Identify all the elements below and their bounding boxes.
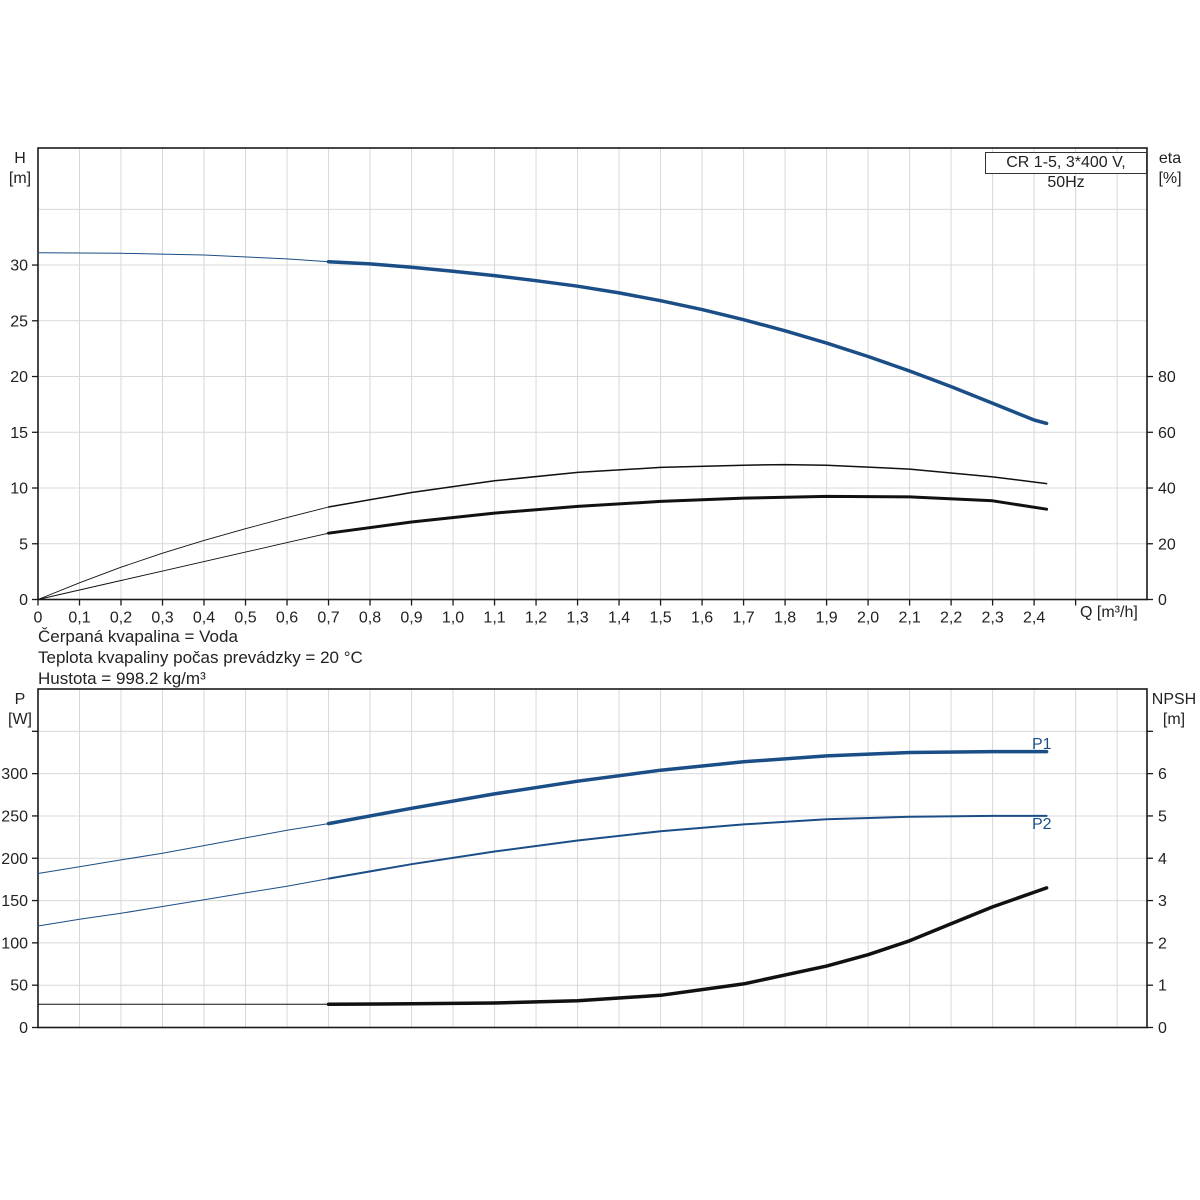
svg-text:40: 40 bbox=[1158, 481, 1176, 498]
svg-text:1,1: 1,1 bbox=[483, 610, 505, 627]
svg-text:1,4: 1,4 bbox=[608, 610, 630, 627]
svg-text:1,0: 1,0 bbox=[442, 610, 464, 627]
svg-text:2,2: 2,2 bbox=[940, 610, 962, 627]
svg-text:0,2: 0,2 bbox=[110, 610, 132, 627]
svg-text:100: 100 bbox=[1, 935, 28, 952]
svg-text:5: 5 bbox=[1158, 808, 1167, 825]
svg-text:0,1: 0,1 bbox=[68, 610, 90, 627]
flow-axis-label: Q [m³/h] bbox=[1080, 604, 1138, 621]
svg-text:0,7: 0,7 bbox=[317, 610, 339, 627]
svg-text:25: 25 bbox=[10, 313, 28, 330]
svg-text:2,0: 2,0 bbox=[857, 610, 879, 627]
annotation-density: Hustota = 998.2 kg/m³ bbox=[38, 669, 206, 688]
svg-text:30: 30 bbox=[10, 258, 28, 275]
svg-text:1,6: 1,6 bbox=[691, 610, 713, 627]
pump-head-efficiency-chart: 0 0,1 0,2 0,3 0,4 0,5 0,6 0,7 0,8 0,9 1,0 1,1 1,2 1,3… bbox=[10, 147, 1176, 627]
svg-text:150: 150 bbox=[1, 893, 28, 910]
svg-text:1: 1 bbox=[1158, 978, 1167, 995]
svg-text:3: 3 bbox=[1158, 893, 1167, 910]
svg-text:0: 0 bbox=[1158, 592, 1167, 609]
svg-text:200: 200 bbox=[1, 851, 28, 868]
svg-text:1,3: 1,3 bbox=[566, 610, 588, 627]
svg-text:0: 0 bbox=[1158, 1020, 1167, 1037]
svg-text:2,4: 2,4 bbox=[1023, 610, 1045, 627]
svg-text:6: 6 bbox=[1158, 766, 1167, 783]
svg-text:80: 80 bbox=[1158, 369, 1176, 386]
svg-text:1,9: 1,9 bbox=[815, 610, 837, 627]
head-axis-label: H [m] bbox=[8, 150, 32, 187]
eta-axis-label: eta [%] bbox=[1158, 150, 1182, 187]
svg-text:20: 20 bbox=[1158, 536, 1176, 553]
svg-text:4: 4 bbox=[1158, 851, 1167, 868]
svg-text:60: 60 bbox=[1158, 425, 1176, 442]
svg-text:2,3: 2,3 bbox=[981, 610, 1003, 627]
svg-text:2,1: 2,1 bbox=[898, 610, 920, 627]
svg-text:20: 20 bbox=[10, 369, 28, 386]
svg-text:1,8: 1,8 bbox=[774, 610, 796, 627]
svg-text:250: 250 bbox=[1, 808, 28, 825]
power-npsh-chart: 0 50 100 150 200 250 300 0 1 2 3 4 5 6 bbox=[1, 688, 1167, 1037]
svg-text:0,6: 0,6 bbox=[276, 610, 298, 627]
p2-curve-label: P2 bbox=[1032, 816, 1052, 833]
svg-text:1,2: 1,2 bbox=[525, 610, 547, 627]
svg-text:0,3: 0,3 bbox=[151, 610, 173, 627]
power-axis-label: P [W] bbox=[8, 691, 32, 728]
pump-type-label: CR 1-5, 3*400 V, 50Hz bbox=[985, 152, 1147, 191]
svg-text:0,4: 0,4 bbox=[193, 610, 215, 627]
svg-text:0,8: 0,8 bbox=[359, 610, 381, 627]
svg-text:1,5: 1,5 bbox=[649, 610, 671, 627]
svg-text:10: 10 bbox=[10, 481, 28, 498]
annotation-temperature: Teplota kvapaliny počas prevádzky = 20 °… bbox=[38, 648, 363, 667]
svg-text:0: 0 bbox=[34, 610, 43, 627]
svg-text:0,9: 0,9 bbox=[400, 610, 422, 627]
p1-curve-label: P1 bbox=[1032, 736, 1052, 753]
npsh-axis-label: NPSH [m] bbox=[1151, 691, 1197, 728]
svg-text:15: 15 bbox=[10, 425, 28, 442]
svg-text:2: 2 bbox=[1158, 935, 1167, 952]
svg-text:0,5: 0,5 bbox=[234, 610, 256, 627]
svg-text:300: 300 bbox=[1, 766, 28, 783]
annotation-liquid: Čerpaná kvapalina = Voda bbox=[38, 627, 238, 646]
svg-text:1,7: 1,7 bbox=[732, 610, 754, 627]
svg-text:50: 50 bbox=[10, 978, 28, 995]
svg-text:0: 0 bbox=[19, 592, 28, 609]
svg-text:0: 0 bbox=[19, 1020, 28, 1037]
svg-text:5: 5 bbox=[19, 536, 28, 553]
liquid-annotations: Čerpaná kvapalina = Voda Teplota kvapali… bbox=[38, 626, 363, 689]
